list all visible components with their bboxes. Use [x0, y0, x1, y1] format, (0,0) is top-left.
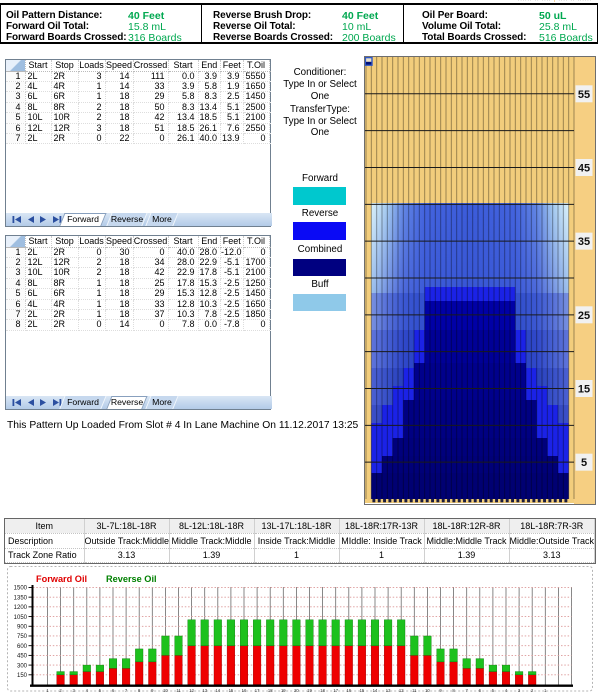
svg-text:6: 6 — [479, 688, 482, 692]
svg-text:35: 35 — [578, 236, 590, 248]
svg-text:11: 11 — [412, 688, 417, 692]
svg-text:15: 15 — [578, 384, 590, 396]
svg-text:16: 16 — [242, 688, 247, 692]
svg-text:1500: 1500 — [14, 586, 28, 592]
svg-text:3: 3 — [518, 688, 521, 692]
svg-text:2: 2 — [59, 688, 62, 692]
svg-text:13: 13 — [202, 688, 207, 692]
svg-text:1050: 1050 — [14, 615, 28, 621]
svg-text:1350: 1350 — [14, 595, 28, 601]
svg-text:5: 5 — [99, 688, 102, 692]
svg-text:15: 15 — [229, 688, 234, 692]
svg-text:19: 19 — [307, 688, 312, 692]
svg-text:2: 2 — [531, 688, 534, 692]
svg-text:5: 5 — [492, 688, 495, 692]
svg-text:14: 14 — [373, 688, 378, 692]
svg-text:55: 55 — [578, 89, 590, 101]
svg-text:Reverse Oil: Reverse Oil — [106, 574, 157, 584]
svg-text:19: 19 — [281, 688, 286, 692]
svg-text:9: 9 — [439, 688, 442, 692]
svg-text:6: 6 — [112, 688, 115, 692]
svg-text:8: 8 — [138, 688, 141, 692]
svg-text:45: 45 — [578, 162, 590, 174]
svg-text:11: 11 — [176, 688, 181, 692]
svg-text:1: 1 — [46, 688, 49, 692]
svg-text:4: 4 — [505, 688, 508, 692]
svg-text:17: 17 — [333, 688, 338, 692]
svg-text:10: 10 — [425, 688, 430, 692]
svg-text:7: 7 — [125, 688, 128, 692]
svg-text:450: 450 — [17, 654, 28, 660]
svg-text:Forward Oil: Forward Oil — [36, 574, 87, 584]
svg-text:15: 15 — [360, 688, 365, 692]
svg-text:10: 10 — [163, 688, 168, 692]
svg-text:14: 14 — [215, 688, 220, 692]
svg-text:300: 300 — [17, 663, 28, 669]
svg-text:18: 18 — [320, 688, 325, 692]
svg-text:25: 25 — [578, 310, 590, 322]
svg-text:1200: 1200 — [14, 605, 28, 611]
svg-text:20: 20 — [294, 688, 299, 692]
svg-text:5: 5 — [581, 457, 587, 469]
svg-text:9: 9 — [151, 688, 154, 692]
svg-text:8: 8 — [452, 688, 455, 692]
svg-text:600: 600 — [17, 644, 28, 650]
svg-text:12: 12 — [399, 688, 404, 692]
svg-text:13: 13 — [386, 688, 391, 692]
svg-text:16: 16 — [346, 688, 351, 692]
svg-text:3: 3 — [73, 688, 76, 692]
svg-text:7: 7 — [466, 688, 469, 692]
svg-text:150: 150 — [17, 673, 28, 679]
svg-text:4: 4 — [86, 688, 89, 692]
svg-text:12: 12 — [189, 688, 194, 692]
svg-text:1: 1 — [544, 688, 547, 692]
svg-text:900: 900 — [17, 624, 28, 630]
svg-text:750: 750 — [17, 634, 28, 640]
svg-text:17: 17 — [255, 688, 260, 692]
svg-text:18: 18 — [268, 688, 273, 692]
